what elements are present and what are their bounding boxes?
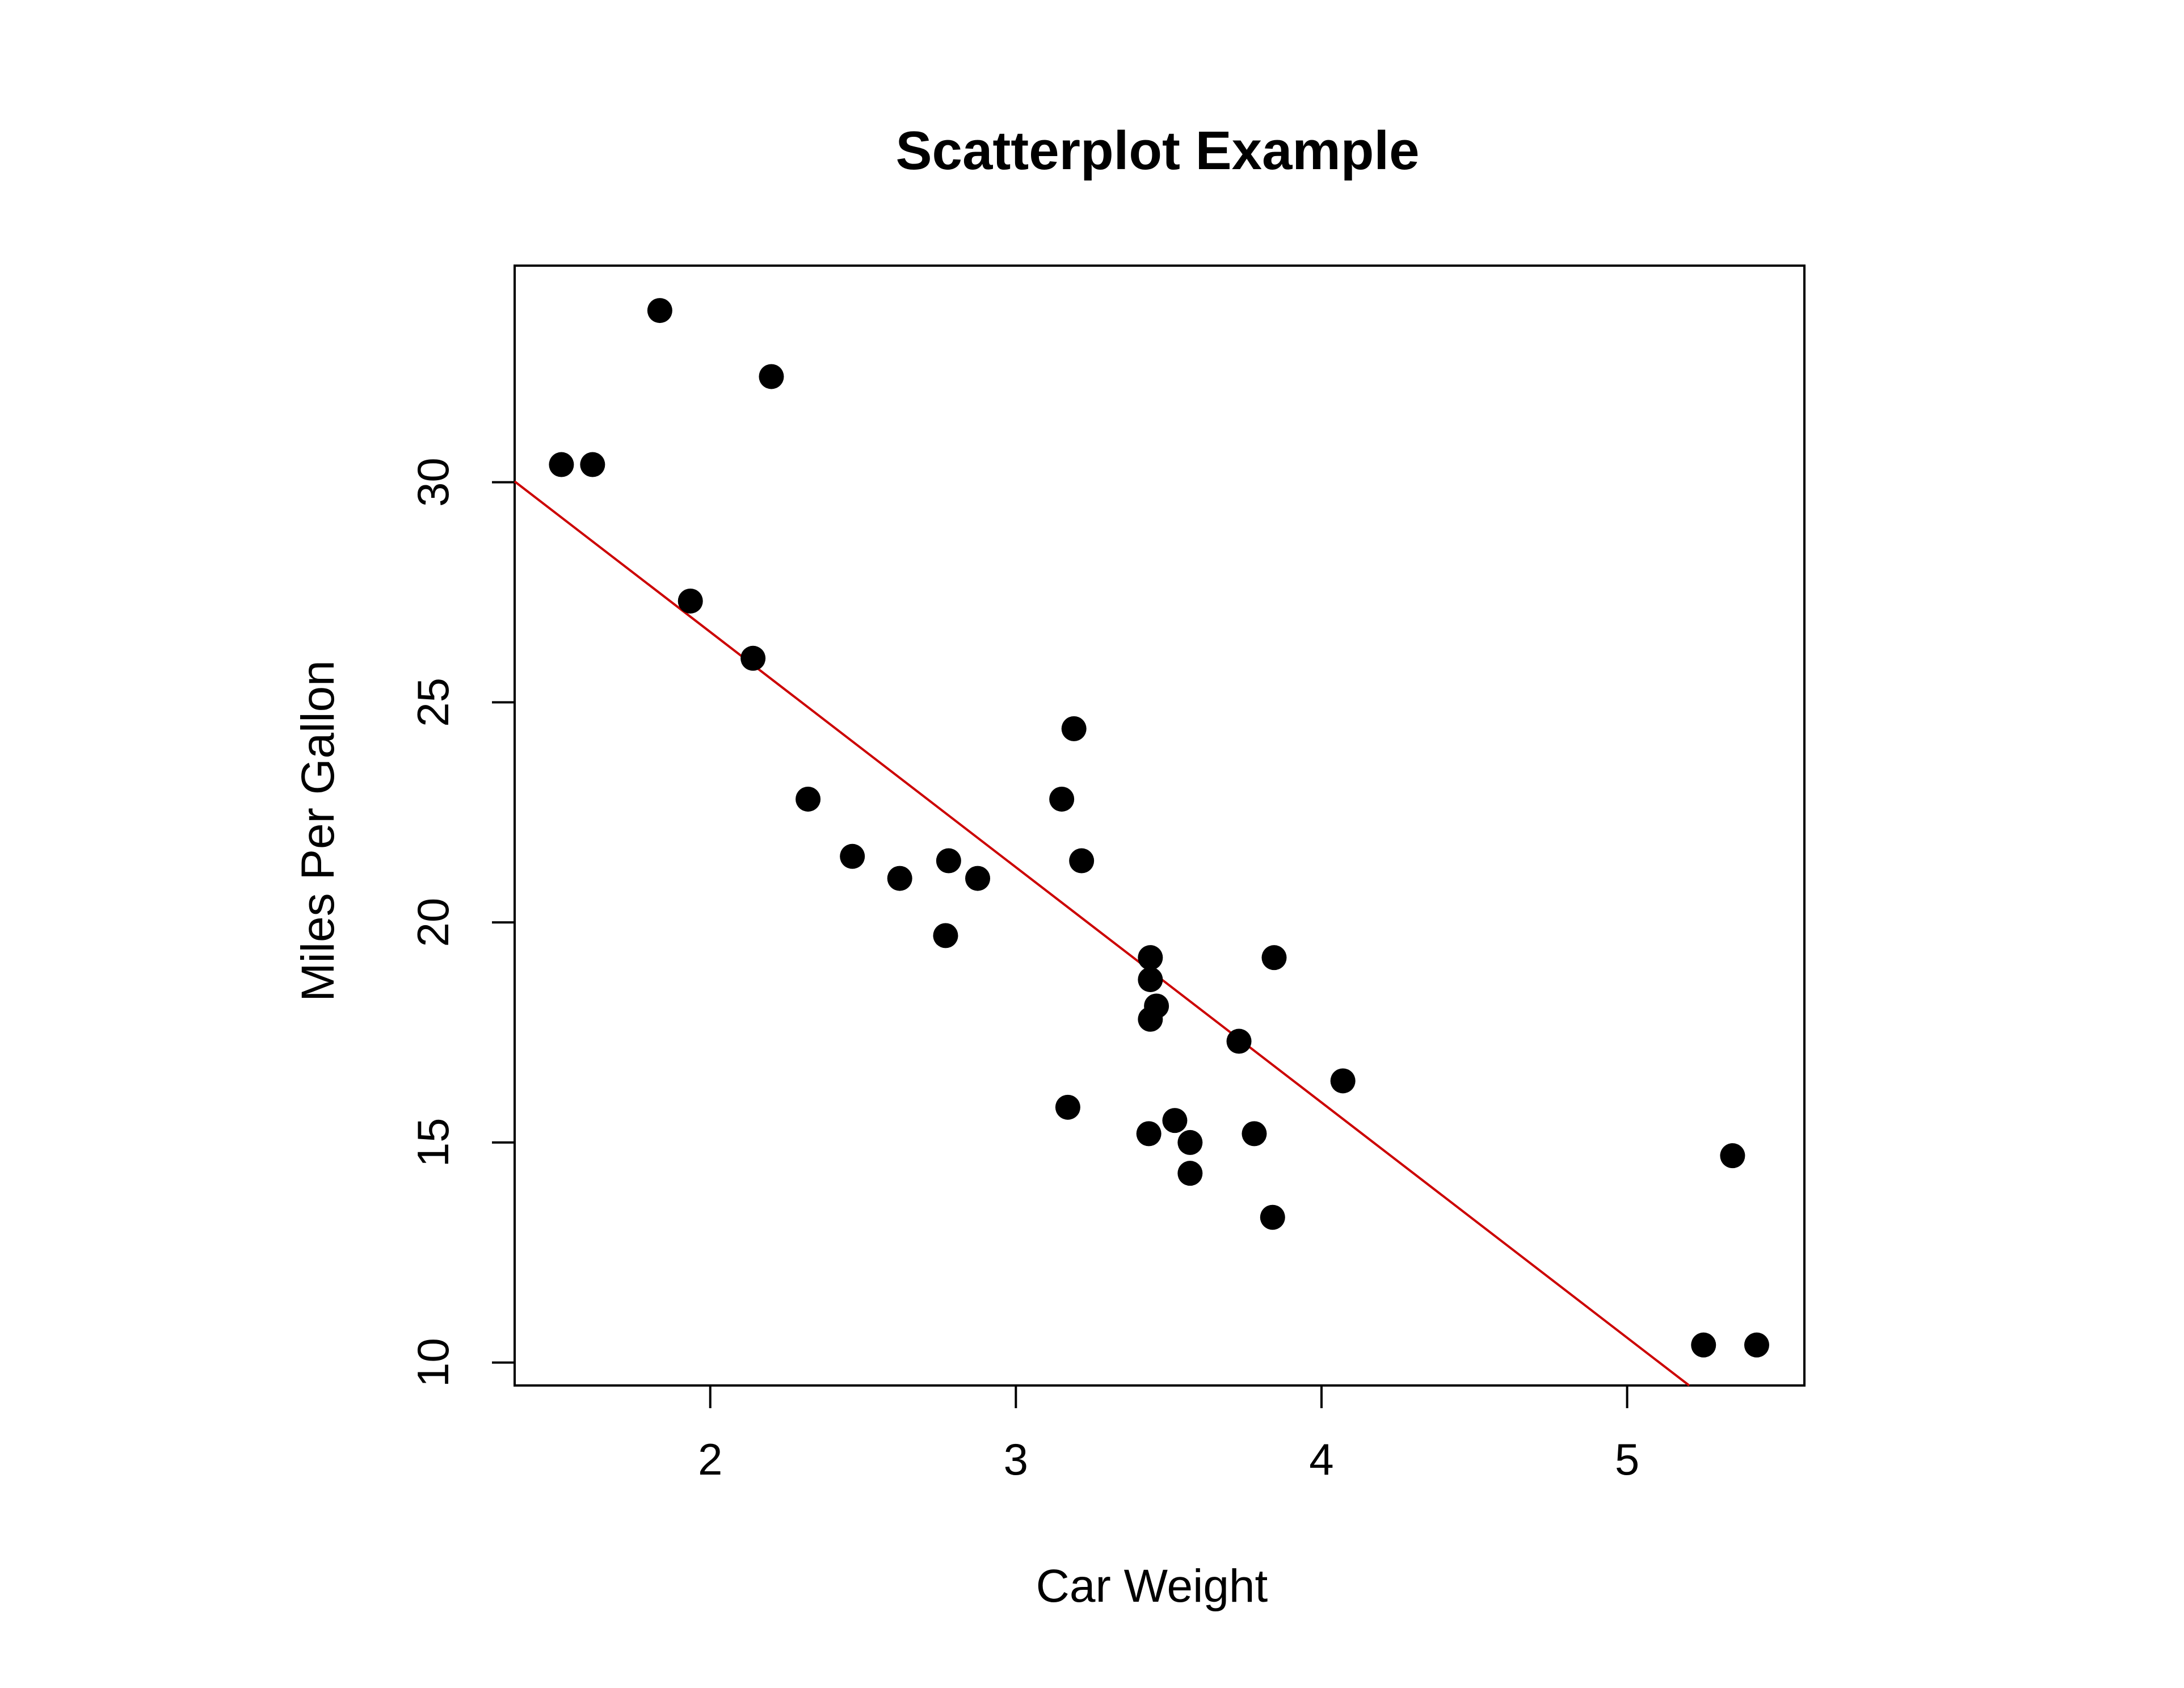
data-point [1069,848,1095,874]
regression-line [514,480,1690,1387]
data-point [1330,1068,1356,1094]
plot-frame [514,264,1806,1387]
data-point [965,866,991,891]
x-axis: 2 3 4 5 [698,1384,1639,1484]
data-point [1242,1121,1267,1147]
y-axis-title: Miles Per Gallon [292,660,344,1002]
data-point [759,364,784,389]
data-point [580,452,605,477]
data-point [1049,786,1075,812]
data-point [1261,945,1287,971]
x-tick-label: 3 [1004,1434,1028,1484]
chart-title: Scatterplot Example [896,120,1420,181]
data-point [1144,993,1169,1019]
data-point [1177,1161,1203,1186]
data-point [647,298,672,324]
data-point [740,645,766,671]
data-point [1226,1028,1252,1054]
data-point [1720,1143,1745,1169]
points-layer [549,298,1769,1358]
data-point [933,923,958,948]
data-point [1061,716,1087,741]
y-tick-label: 20 [408,898,458,947]
data-point [1136,1121,1162,1147]
data-point [1138,945,1163,971]
x-tick-label: 4 [1309,1434,1333,1484]
data-point [1260,1204,1285,1230]
data-point [936,848,961,874]
y-tick-label: 25 [408,678,458,727]
x-tick-label: 2 [698,1434,722,1484]
x-axis-title: Car Weight [1036,1560,1268,1612]
data-point [887,866,912,891]
x-tick-label: 5 [1615,1434,1639,1484]
data-point [796,786,821,812]
data-point [840,843,865,869]
y-tick-label: 10 [408,1338,458,1387]
regression-line-layer [514,480,1690,1387]
data-point [1744,1332,1769,1358]
data-point [1177,1129,1203,1155]
y-axis: 10 15 20 25 30 [408,457,516,1387]
data-point [1691,1332,1716,1358]
data-point [1138,967,1163,992]
data-point [549,452,574,477]
data-point [1055,1094,1080,1120]
data-point [677,588,703,614]
y-tick-label: 15 [408,1118,458,1168]
data-point [1162,1108,1188,1133]
y-tick-label: 30 [408,457,458,507]
